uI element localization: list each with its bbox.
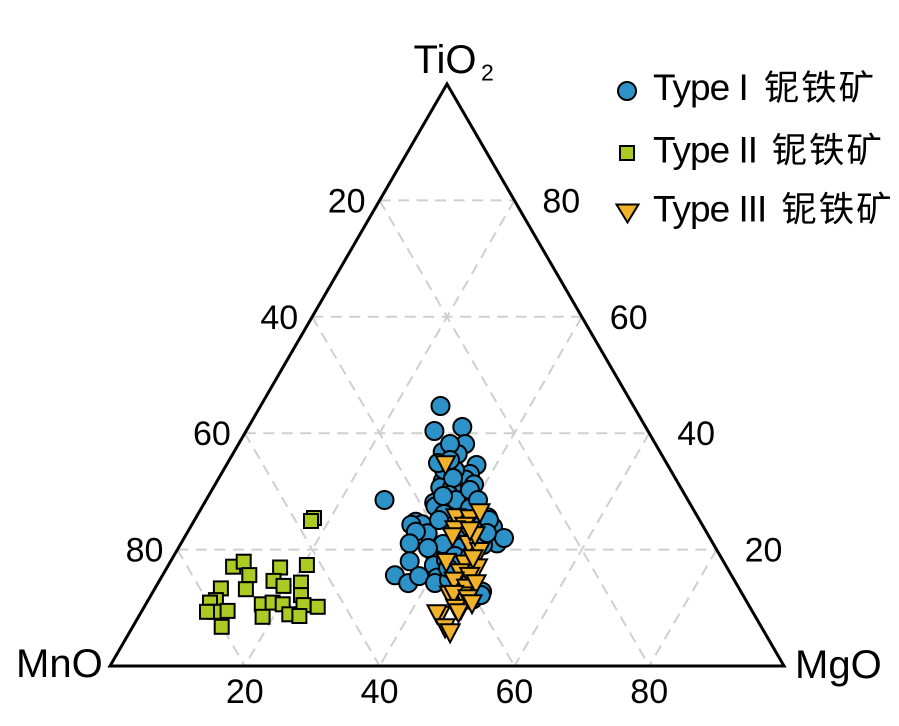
svg-text:TiO: TiO <box>414 38 477 82</box>
svg-text:80: 80 <box>630 673 668 711</box>
svg-text:40: 40 <box>677 415 715 453</box>
svg-text:2: 2 <box>481 60 494 86</box>
svg-text:MnO: MnO <box>16 642 103 686</box>
svg-text:40: 40 <box>361 673 399 711</box>
svg-text:20: 20 <box>226 673 264 711</box>
svg-text:60: 60 <box>610 299 648 337</box>
svg-text:MgO: MgO <box>795 643 882 687</box>
svg-text:80: 80 <box>126 532 164 570</box>
svg-text:40: 40 <box>260 299 298 337</box>
svg-text:Type I: Type I <box>653 67 748 108</box>
svg-text:60: 60 <box>193 415 231 453</box>
svg-text:20: 20 <box>328 182 366 220</box>
svg-text:20: 20 <box>745 532 783 570</box>
svg-text:Type II: Type II <box>653 130 757 171</box>
svg-text:Type III: Type III <box>653 189 766 230</box>
svg-text:60: 60 <box>495 673 533 711</box>
svg-text:80: 80 <box>542 182 580 220</box>
